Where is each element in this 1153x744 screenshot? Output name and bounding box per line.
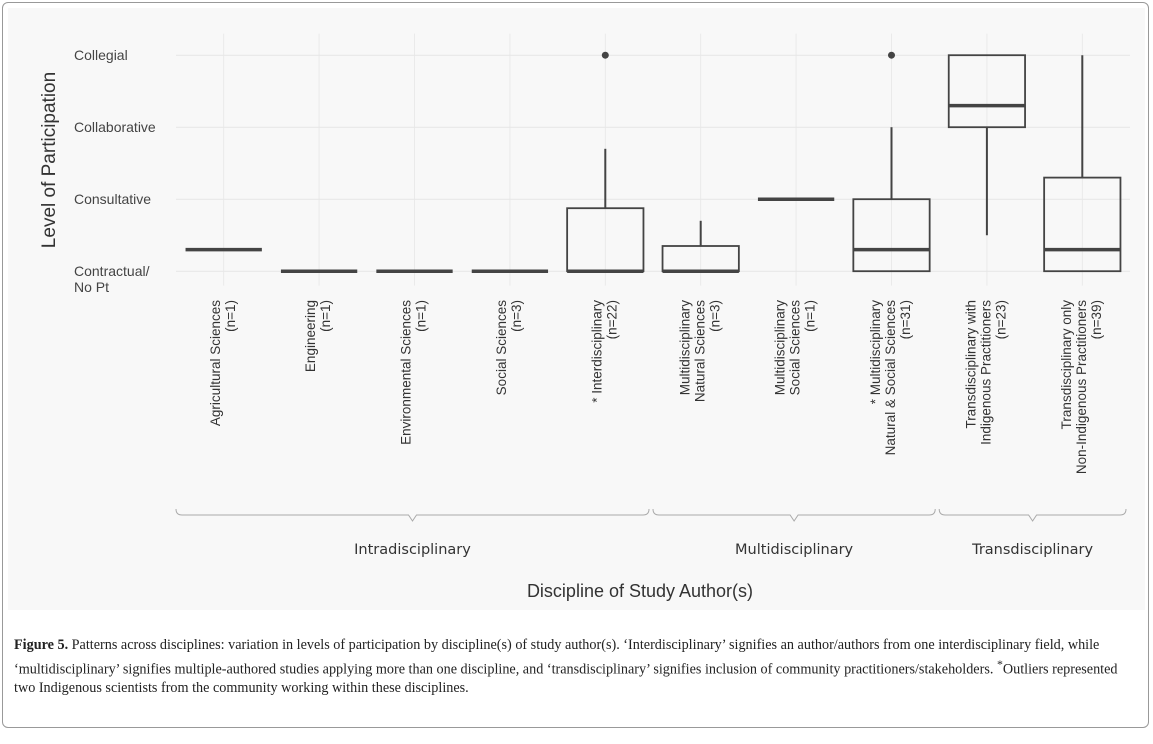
x-tick-label: Multidisciplinary [773,300,788,396]
x-tick-label: Natural & Social Sciences [883,300,898,456]
x-tick-label: Transdisciplinary with [963,300,978,429]
caption-text: Patterns across disciplines: variation i… [14,637,1100,678]
caption-mark: * [996,656,1003,671]
group-label: Transdisciplinary [971,542,1093,558]
outlier [601,51,609,59]
x-tick-label: (n=1) [803,300,818,332]
x-tick-label: (n=23) [993,300,1008,339]
x-tick-label: * Multidisciplinary [868,300,883,405]
figure-frame [2,2,1149,728]
y-tick-label: Consultative [74,191,152,208]
group-bracket [652,508,936,522]
x-tick-label: Social Sciences [494,300,509,396]
x-tick-label: Non-Indigenous Practitioners [1074,300,1089,474]
x-tick-label: Transdisciplinary only [1059,300,1074,430]
x-tick-label: Environmental Sciences [399,300,414,445]
x-tick-label: Agricultural Sciences [208,300,223,426]
x-tick-label: Natural Sciences [692,300,707,402]
x-tick-label: (n=3) [509,300,524,332]
y-tick-label: Contractual/ No Pt [74,263,150,296]
x-tick-label: (n=1) [318,300,333,332]
box [852,198,931,273]
x-tick-label: Engineering [303,300,318,372]
x-tick-label: Social Sciences [788,300,803,396]
outlier [888,51,895,59]
x-tick-label: * Interdisciplinary [589,300,604,403]
y-axis-label: Level of Participation [39,72,60,248]
group-label: Intradisciplinary [354,542,471,558]
chart: Level of Participation Discipline of Stu… [39,33,1130,601]
group-bracket [938,508,1127,522]
x-tick-label: (n=1) [414,300,429,332]
box [947,54,1026,129]
caption: Figure 5. Patterns across disciplines: v… [14,636,1139,697]
chart-panel [8,8,1145,610]
caption-label: Figure 5. [14,637,69,653]
x-tick-label: (n=3) [707,300,722,332]
box [1043,176,1122,273]
x-tick-label: Indigenous Practitioners [978,300,993,445]
caption-note: Outliers represented two Indigenous scie… [14,661,1118,696]
x-tick-label: (n=22) [604,300,619,339]
x-tick-label: Multidisciplinary [677,300,692,396]
x-axis-label: Discipline of Study Author(s) [527,581,753,601]
y-tick-label: Collegial [74,47,128,64]
group-label: Multidisciplinary [735,542,854,558]
x-tick-label: (n=39) [1089,300,1104,339]
y-tick-label: Collaborative [74,119,156,136]
x-tick-label: (n=31) [898,300,913,339]
group-bracket [175,508,650,522]
x-tick-label: (n=1) [223,300,238,332]
